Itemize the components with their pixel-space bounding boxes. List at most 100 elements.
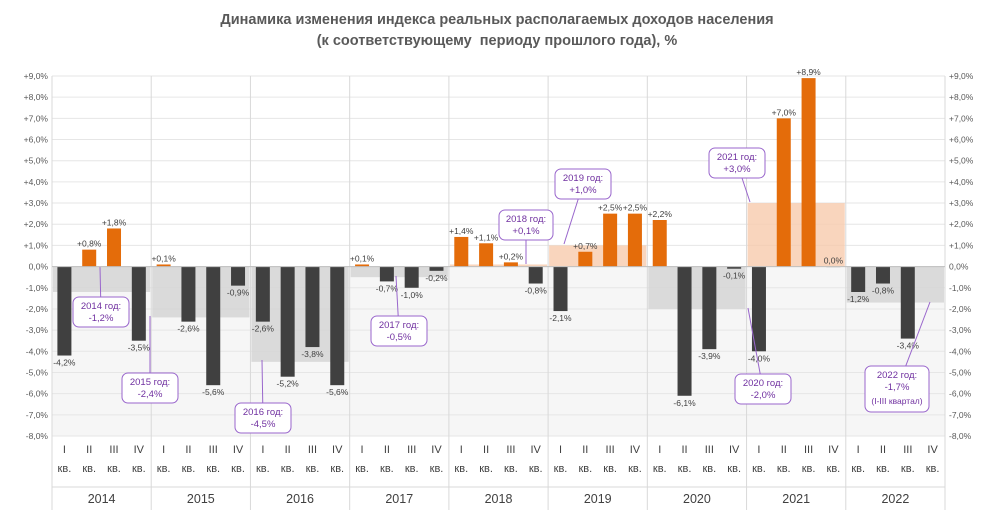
quarter-abbr-label: кв. (479, 463, 493, 475)
y-tick-label-right: -3,0% (949, 325, 972, 335)
callout-2016: 2016 год:-4,5% (234, 359, 292, 434)
quarter-bar (454, 236, 469, 267)
quarter-abbr-label: кв. (678, 463, 692, 475)
callout-line2: -1,7% (885, 382, 910, 393)
callout-box (864, 365, 930, 413)
quarter-bar (255, 266, 270, 322)
callout-line2: -0,5% (387, 332, 412, 343)
quarter-label: I (757, 444, 760, 456)
quarter-abbr-label: кв. (281, 463, 295, 475)
y-tick-label-left: -3,0% (26, 325, 49, 335)
y-tick-label-right: -5,0% (949, 367, 972, 377)
callouts: 2014 год:-1,2%2015 год:-2,4%2016 год:-4,… (72, 147, 931, 434)
callout-line3: (I-III квартал) (871, 396, 922, 406)
y-tick-label-left: +5,0% (24, 156, 49, 166)
annual-bars (53, 203, 944, 362)
quarter-abbr-label: кв. (752, 463, 766, 475)
quarter-abbr-label: кв. (901, 463, 915, 475)
quarter-bar (603, 213, 618, 267)
quarter-label: IV (927, 444, 938, 456)
quarter-label: IV (729, 444, 740, 456)
callout-box (498, 209, 554, 241)
callout-box (121, 372, 179, 404)
bar-data-label: -2,6% (177, 324, 200, 334)
quarter-abbr-label: кв. (380, 463, 394, 475)
quarter-abbr-label: кв. (554, 463, 568, 475)
quarter-abbr-label: кв. (777, 463, 791, 475)
chart-title: Динамика изменения индекса реальных расп… (220, 12, 773, 28)
bar-data-label: +2,2% (648, 209, 673, 219)
annual-bar (747, 203, 845, 267)
quarter-label: I (361, 444, 364, 456)
quarter-abbr-label: кв. (727, 463, 741, 475)
y-tick-label-left: -1,0% (26, 283, 49, 293)
callout-line1: 2018 год: (506, 214, 546, 225)
quarter-bar (280, 266, 295, 377)
callout-line1: 2020 год: (743, 378, 783, 389)
quarter-label: III (506, 444, 515, 456)
quarter-bar (652, 220, 667, 267)
bar-data-label: -5,6% (326, 387, 349, 397)
quarter-abbr-label: кв. (132, 463, 146, 475)
quarter-bar (578, 251, 593, 267)
callout-line2: -4,5% (251, 419, 276, 430)
callout-box (72, 296, 130, 328)
quarter-bar (776, 118, 791, 267)
year-label: 2018 (485, 492, 513, 506)
y-tick-label-right: -4,0% (949, 346, 972, 356)
year-label: 2017 (385, 492, 413, 506)
callout-line1: 2014 год: (81, 301, 121, 312)
year-label: 2022 (881, 492, 909, 506)
y-tick-label-left: +8,0% (24, 92, 49, 102)
bar-data-label: -0,7% (376, 283, 399, 293)
bar-data-label: -3,5% (128, 343, 151, 353)
quarter-label: IV (332, 444, 343, 456)
quarter-label: III (606, 444, 615, 456)
callout-2015: 2015 год:-2,4% (121, 316, 179, 404)
bar-data-label: +8,9% (796, 67, 821, 77)
callout-line1: 2016 год: (243, 407, 283, 418)
quarter-bar (677, 266, 692, 396)
bar-data-label: -2,1% (549, 313, 572, 323)
quarter-label: IV (431, 444, 442, 456)
quarter-bar (107, 228, 122, 267)
axes: +9,0% +9,0% +8,0% +8,0% +7,0% +7,0% +6,0% +6,0%… (24, 71, 974, 506)
bar-data-label: -0,2% (425, 273, 448, 283)
bar-data-label: -3,8% (301, 349, 324, 359)
quarter-bar (553, 266, 568, 312)
quarter-bar (330, 266, 345, 386)
y-tick-label-right: +5,0% (949, 156, 974, 166)
callout-line2: +1,0% (569, 185, 597, 196)
quarter-label: I (460, 444, 463, 456)
quarter-abbr-label: кв. (306, 463, 320, 475)
quarter-bar (355, 264, 370, 267)
y-tick-label-right: +3,0% (949, 198, 974, 208)
year-label: 2019 (584, 492, 612, 506)
callout-2021: 2021 год:+3,0% (708, 147, 766, 203)
y-tick-label-left: +7,0% (24, 113, 49, 123)
y-tick-label-left: +4,0% (24, 177, 49, 187)
bar-data-label: -3,9% (698, 351, 721, 361)
quarter-abbr-label: кв. (405, 463, 419, 475)
callout-2020: 2020 год:-2,0% (734, 307, 792, 405)
callout-2018: 2018 год:+0,1% (498, 209, 554, 264)
bar-data-label: -1,2% (847, 294, 870, 304)
y-tick-label-right: 0,0% (949, 262, 969, 272)
bar-data-label: +2,5% (623, 203, 648, 213)
quarter-abbr-label: кв. (827, 463, 841, 475)
quarter-abbr-label: кв. (926, 463, 940, 475)
quarter-abbr-label: кв. (529, 463, 543, 475)
annual-bar (350, 266, 448, 278)
y-tick-label-left: -7,0% (26, 410, 49, 420)
quarter-label: II (86, 444, 92, 456)
quarter-abbr-label: кв. (157, 463, 171, 475)
quarter-bar (851, 266, 866, 292)
callout-line2: -1,2% (89, 313, 114, 324)
callout-box (234, 402, 292, 434)
y-tick-label-left: +3,0% (24, 198, 49, 208)
y-tick-label-right: -8,0% (949, 431, 972, 441)
bar-data-label: -0,8% (525, 286, 548, 296)
y-tick-label-left: +9,0% (24, 71, 49, 81)
y-tick-label-left: -2,0% (26, 304, 49, 314)
quarter-abbr-label: кв. (653, 463, 667, 475)
